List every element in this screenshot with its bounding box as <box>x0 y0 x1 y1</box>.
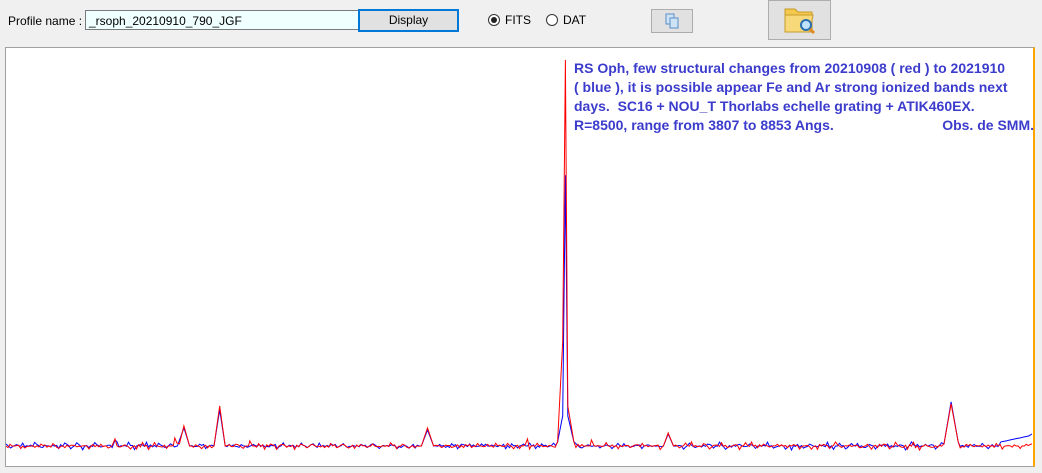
open-file-button[interactable] <box>768 0 831 40</box>
radio-fits-label: FITS <box>505 13 531 27</box>
annotation-line-5: Obs. de SMM. <box>942 117 1034 133</box>
copy-icon <box>665 13 679 29</box>
annotation-line-2: ( blue ), it is possible appear Fe and A… <box>574 79 1008 95</box>
spectrum-plot: RS Oph, few structural changes from 2021… <box>5 47 1035 467</box>
spectrum-svg <box>6 59 1032 452</box>
radio-fits[interactable]: FITS <box>488 13 531 27</box>
display-button[interactable]: Display <box>358 9 459 32</box>
radio-dat-circle[interactable] <box>546 14 558 26</box>
radio-dat-label: DAT <box>563 13 587 27</box>
radio-fits-circle[interactable] <box>488 14 500 26</box>
annotation-line-4: R=8500, range from 3807 to 8853 Angs. <box>574 117 834 133</box>
folder-search-icon <box>784 8 816 35</box>
series-line-red <box>6 59 1032 452</box>
copy-button[interactable] <box>651 9 693 33</box>
radio-dat[interactable]: DAT <box>546 13 586 27</box>
series-line-blue <box>6 175 1032 452</box>
profile-name-input[interactable]: _rsoph_20210910_790_JGF <box>85 10 373 30</box>
annotation-line-1: RS Oph, few structural changes from 2021… <box>574 60 1006 76</box>
chart-annotation: RS Oph, few structural changes from 2021… <box>574 59 1034 135</box>
annotation-line-3: days. SC16 + NOU_T Thorlabs echelle grat… <box>574 98 975 114</box>
profile-name-label: Profile name : <box>8 14 83 28</box>
